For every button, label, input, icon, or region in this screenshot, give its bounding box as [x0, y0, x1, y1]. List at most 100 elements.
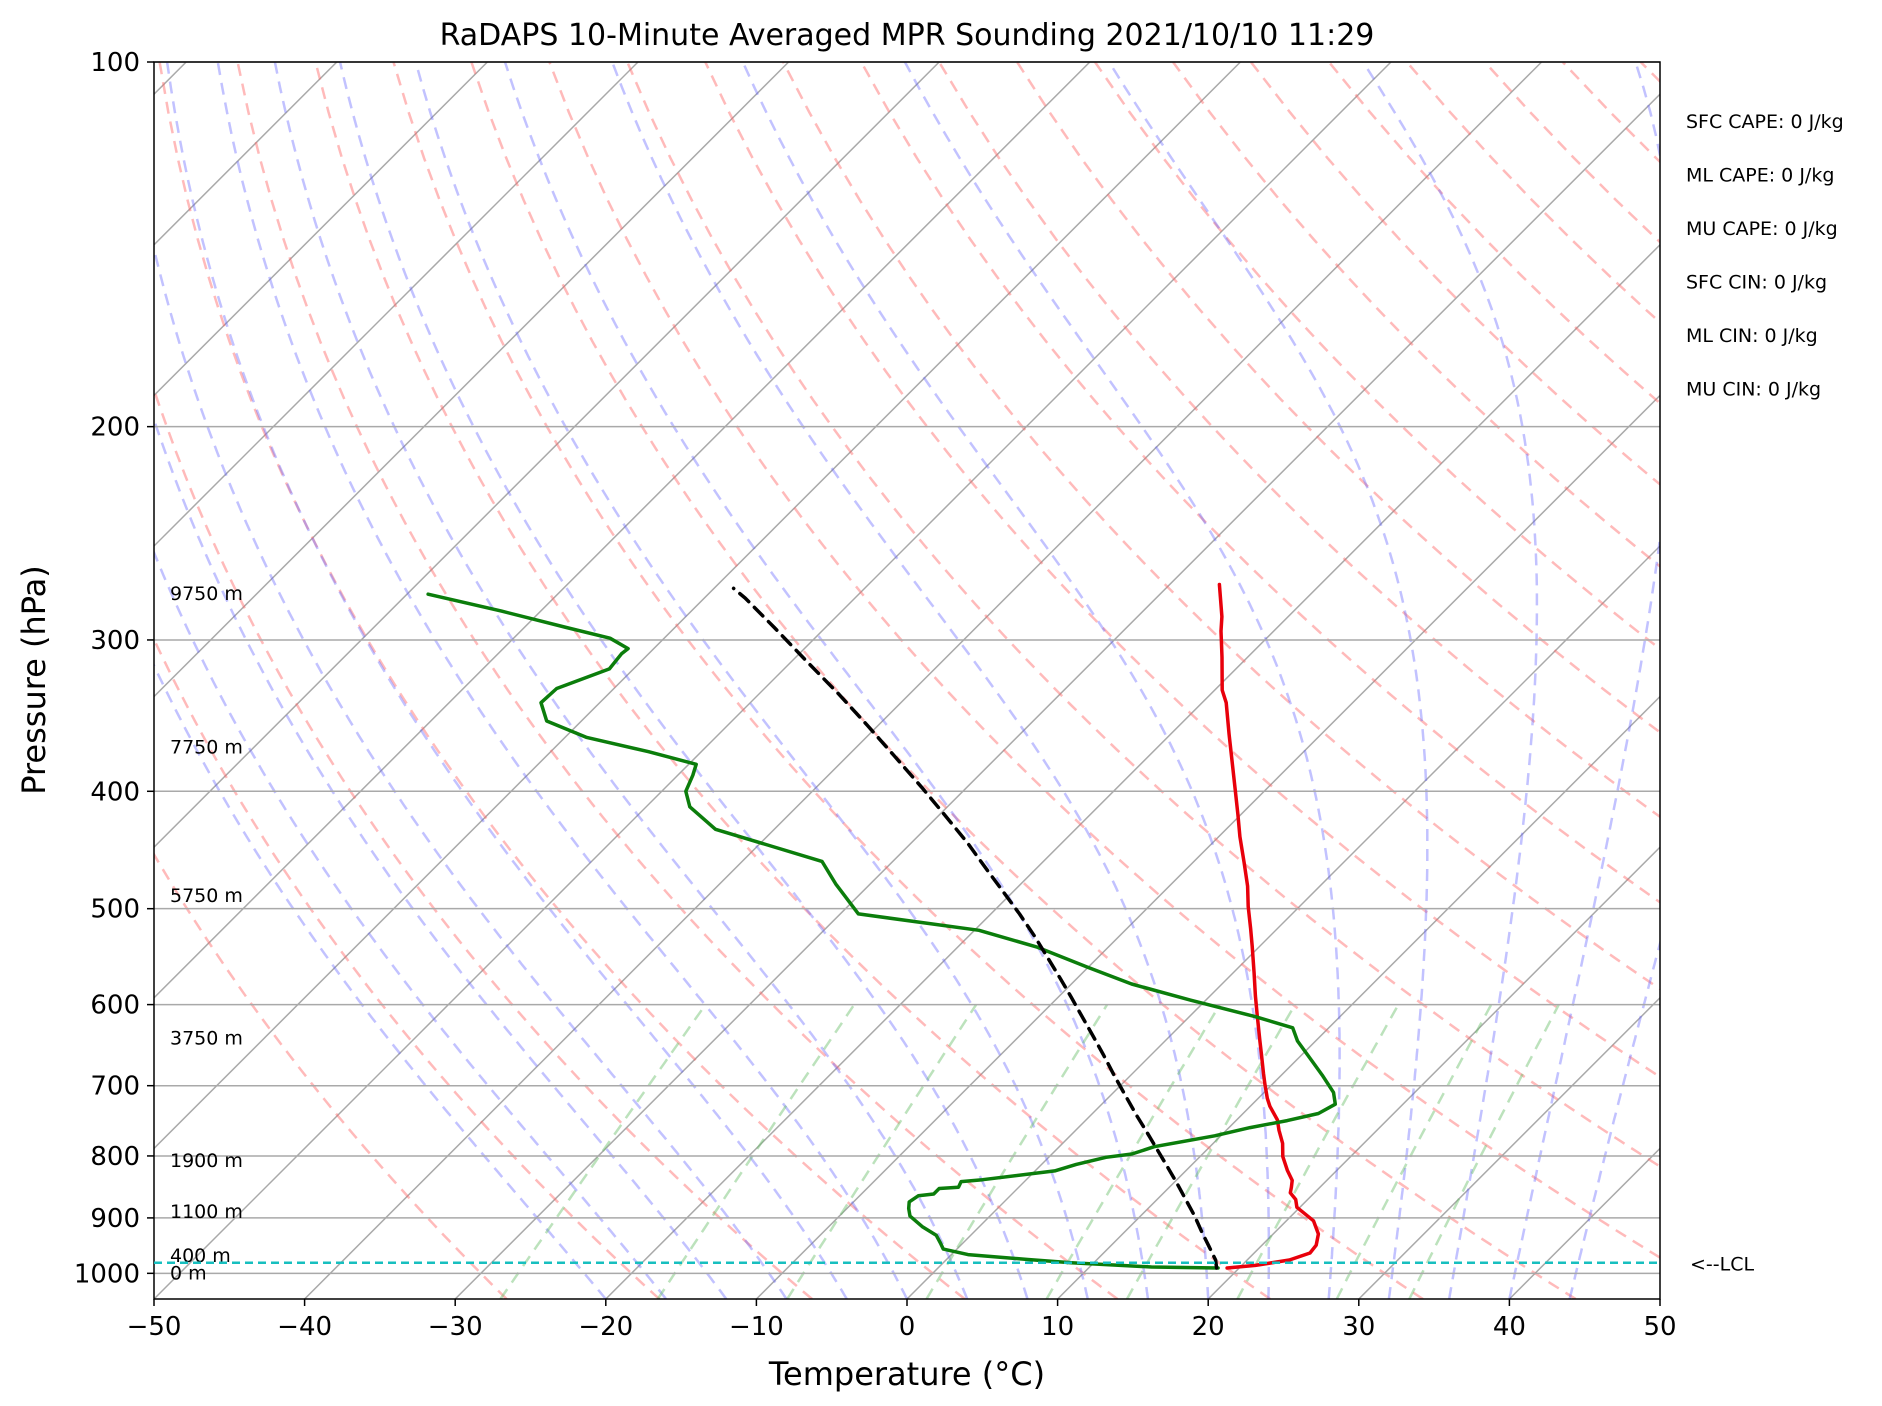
dry-adiabat-line — [314, 62, 1271, 1299]
isotherm-line — [454, 93, 1660, 1299]
isotherm-line — [1508, 1147, 1660, 1299]
mixing-ratio-line — [1125, 1003, 1297, 1299]
moist-adiabat-line — [1568, 938, 1660, 1299]
y-tick-label: 500 — [90, 895, 140, 925]
dry-adiabat-line — [154, 636, 661, 1299]
height-label: 9750 m — [170, 583, 243, 605]
height-label: 5750 m — [170, 885, 243, 907]
isotherm-line — [906, 544, 1660, 1299]
x-tick-label: 30 — [1342, 1312, 1375, 1342]
dry-adiabat-line — [1171, 62, 1660, 568]
dry-adiabat-line — [938, 62, 1660, 819]
moist-adiabat-line — [414, 62, 1089, 1299]
dry-adiabat-line — [1405, 62, 1660, 325]
mixing-ratio-line — [656, 1003, 856, 1299]
height-label: 3750 m — [170, 1028, 243, 1050]
y-tick-label: 900 — [90, 1204, 140, 1234]
dry-adiabat-line — [1561, 62, 1660, 164]
isotherm-line — [154, 62, 1241, 1150]
moist-adiabat-line — [503, 62, 1150, 1299]
height-label: 7750 m — [170, 736, 243, 758]
mixing-ratio-line — [786, 1003, 978, 1299]
dry-adiabat-line — [1093, 62, 1660, 651]
isotherm-line — [1659, 1297, 1660, 1299]
height-label: 1900 m — [170, 1150, 243, 1172]
mixing-ratio-line — [499, 1003, 707, 1299]
dry-adiabat-line — [860, 62, 1660, 904]
dewpoint-line — [426, 592, 1338, 1270]
x-tick-label: 20 — [1192, 1312, 1225, 1342]
y-tick-label: 800 — [90, 1142, 140, 1172]
parameter-annotation: MU CAPE: 0 J/kg — [1686, 218, 1838, 240]
isotherm-line — [304, 62, 1543, 1299]
dry-adiabat-line — [548, 62, 1660, 1260]
moist-adiabat-line — [903, 62, 1341, 1299]
dry-adiabat-line — [392, 62, 1424, 1299]
x-tick-label: −30 — [428, 1312, 483, 1342]
moist-adiabat-line — [154, 243, 788, 1299]
x-tick-label: −20 — [578, 1312, 633, 1342]
y-tick-label: 600 — [90, 991, 140, 1021]
y-tick-label: 300 — [90, 626, 140, 656]
moist-adiabat-line — [1508, 62, 1660, 1299]
moist-adiabat-line — [741, 62, 1271, 1299]
parameter-annotation: ML CAPE: 0 J/kg — [1686, 165, 1834, 187]
moist-adiabat-line — [216, 62, 909, 1299]
x-tick-label: 0 — [899, 1312, 916, 1342]
dry-adiabat-line — [154, 385, 813, 1299]
temperature-line — [1217, 582, 1321, 1270]
y-axis-label: Pressure (hPa) — [15, 565, 53, 795]
x-tick-label: 40 — [1493, 1312, 1526, 1342]
moist-adiabat-line — [611, 62, 1210, 1299]
dry-adiabat-line — [704, 62, 1660, 1079]
mixing-ratio-line — [925, 1003, 1109, 1299]
moist-adiabat-line — [338, 62, 1029, 1299]
isotherm-line — [154, 62, 790, 698]
isotherm-line — [154, 62, 940, 849]
dry-adiabat-line — [158, 62, 966, 1299]
x-tick-label: 50 — [1643, 1312, 1676, 1342]
height-label: 1100 m — [170, 1201, 243, 1223]
parameter-annotation: SFC CIN: 0 J/kg — [1686, 272, 1827, 294]
isotherm-line — [755, 394, 1660, 1299]
isotherm-line — [1811, 62, 1882, 1299]
parameter-annotation: ML CIN: 0 J/kg — [1686, 325, 1818, 347]
mixing-ratio-line — [1045, 1003, 1221, 1299]
x-tick-label: −10 — [729, 1312, 784, 1342]
x-tick-label: −40 — [277, 1312, 332, 1342]
dry-adiabat-line — [626, 62, 1660, 1168]
moist-adiabat-line — [154, 549, 667, 1299]
parcel-line — [731, 586, 1219, 1270]
isotherm-line — [605, 243, 1660, 1299]
mixing-ratio-line — [1236, 1003, 1400, 1299]
isotherm-line — [154, 62, 1091, 999]
dry-adiabat-line — [1719, 62, 1882, 1299]
y-tick-label: 100 — [90, 48, 140, 78]
parameter-annotation: SFC CAPE: 0 J/kg — [1686, 111, 1844, 133]
y-tick-label: 1000 — [74, 1259, 140, 1289]
moist-adiabat-line — [154, 415, 728, 1299]
x-axis-label: Temperature (°C) — [768, 1355, 1045, 1393]
dry-adiabat-line — [782, 62, 1660, 991]
dry-adiabat-line — [1249, 62, 1660, 487]
y-tick-label: 400 — [90, 777, 140, 807]
moist-adiabat-line — [1108, 62, 1429, 1299]
dry-adiabat-line — [1639, 62, 1660, 84]
mixing-ratio-line — [1335, 1004, 1493, 1299]
chart-title: RaDAPS 10-Minute Averaged MPR Sounding 2… — [440, 18, 1375, 53]
mixing-ratio-line — [1408, 1004, 1560, 1299]
isotherm-line — [1358, 996, 1660, 1299]
height-label: 0 m — [170, 1262, 207, 1284]
dry-adiabat-line — [1016, 62, 1660, 734]
x-tick-label: −50 — [127, 1312, 182, 1342]
isotherm-line — [154, 62, 1392, 1299]
isotherm-line — [1207, 846, 1660, 1299]
isotherm-line — [1057, 695, 1660, 1299]
parameter-annotation: MU CIN: 0 J/kg — [1686, 379, 1821, 401]
x-tick-label: 10 — [1041, 1312, 1074, 1342]
isotherm-line — [154, 62, 488, 397]
moist-adiabat-line — [165, 62, 848, 1299]
dry-adiabat-line — [154, 852, 508, 1299]
y-tick-label: 200 — [90, 413, 140, 443]
